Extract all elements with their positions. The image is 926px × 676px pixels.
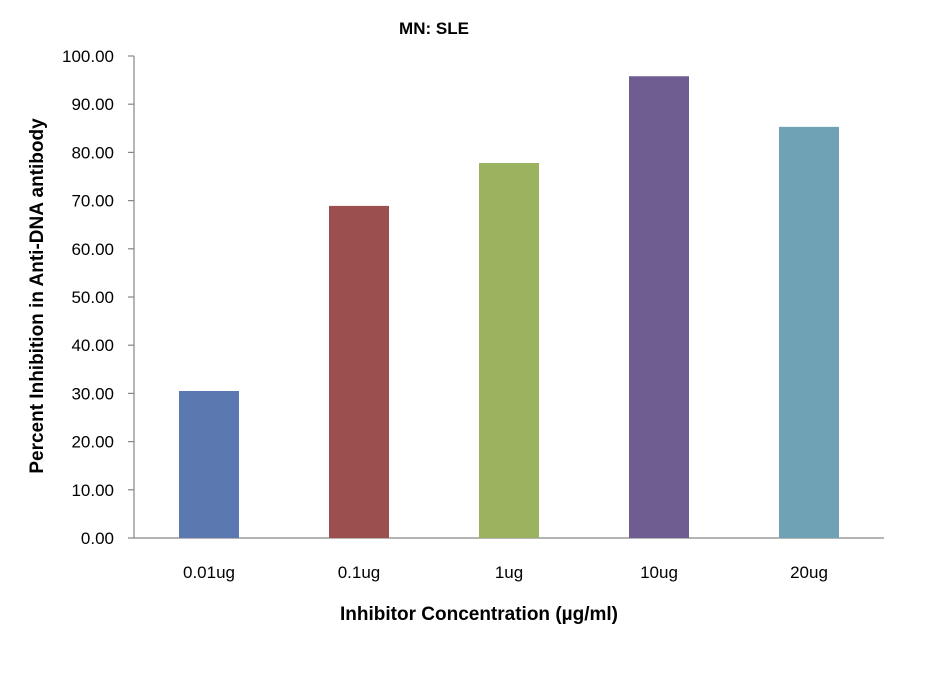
y-tick-label: 100.00: [62, 47, 114, 66]
x-tick-label: 0.1ug: [338, 563, 381, 582]
y-tick-label: 20.00: [71, 433, 114, 452]
bar-1ug: [479, 163, 539, 538]
y-tick-label: 10.00: [71, 481, 114, 500]
y-tick-label: 90.00: [71, 95, 114, 114]
x-tick-label: 0.01ug: [183, 563, 235, 582]
y-tick-label: 60.00: [71, 240, 114, 259]
chart-title: MN: SLE: [399, 19, 469, 38]
x-tick-label: 1ug: [495, 563, 523, 582]
x-axis-ticks: 0.01ug 0.1ug 1ug 10ug 20ug: [183, 563, 828, 582]
y-axis-title: Percent Inhibition in Anti-DNA antibody: [27, 118, 48, 474]
y-tick-label: 40.00: [71, 336, 114, 355]
bar-20ug: [779, 126, 839, 538]
x-axis-title: Inhibitor Concentration (µg/ml): [340, 604, 618, 625]
y-tick-label: 0.00: [81, 529, 114, 548]
y-axis-ticks: 0.00 10.00 20.00 30.00 40.00 50.00 60.00 70.00 8…: [62, 47, 134, 548]
y-tick-label: 30.00: [71, 384, 114, 403]
bar-10ug: [629, 76, 689, 538]
bars: [179, 76, 839, 539]
y-tick-label: 70.00: [71, 192, 114, 211]
x-tick-label: 20ug: [790, 563, 828, 582]
y-tick-label: 80.00: [71, 143, 114, 162]
x-tick-label: 10ug: [640, 563, 678, 582]
y-tick-label: 50.00: [71, 288, 114, 307]
bar-0.01ug: [179, 390, 239, 538]
bar-0.1ug: [329, 205, 389, 539]
